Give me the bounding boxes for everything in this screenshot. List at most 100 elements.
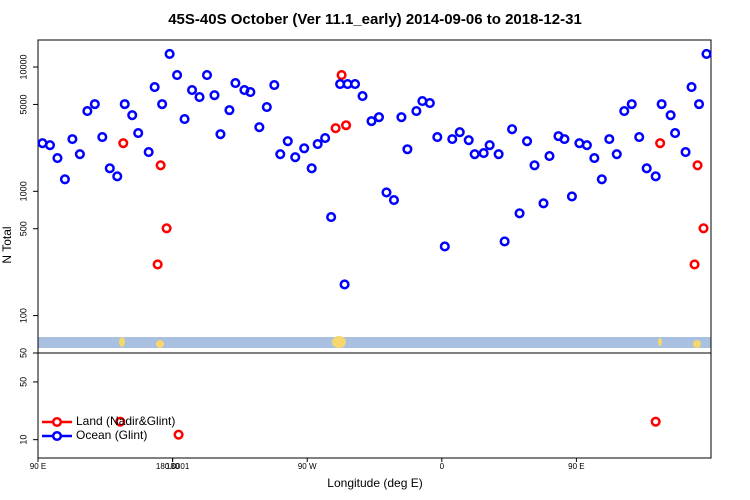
point (514, 208, 525, 219)
point (538, 198, 549, 209)
point (693, 99, 705, 110)
point (230, 78, 241, 89)
point (336, 70, 347, 81)
point (484, 140, 495, 151)
point (320, 133, 331, 144)
point (373, 112, 385, 123)
point (127, 110, 138, 121)
top-panel-frame (37, 39, 712, 354)
point (155, 160, 166, 171)
point (67, 134, 78, 145)
y-tick-label: 50 (18, 348, 28, 358)
point (366, 116, 377, 127)
point (143, 146, 154, 158)
y-axis-label: N Total (0, 226, 14, 263)
point (692, 160, 703, 171)
point (686, 82, 697, 93)
point (507, 124, 518, 135)
point (641, 163, 652, 174)
point (290, 152, 301, 163)
x-tick-label: 90 W (298, 462, 317, 471)
point (194, 92, 205, 103)
point (447, 134, 458, 145)
point (179, 114, 190, 125)
point (469, 149, 480, 160)
point (82, 106, 93, 117)
point (634, 132, 645, 143)
point (282, 136, 293, 147)
point (201, 70, 213, 81)
point (388, 195, 399, 206)
point (330, 123, 341, 134)
x-tick-label: 90 E (568, 462, 584, 471)
y-tick-label: 50 (18, 377, 28, 387)
point (44, 140, 56, 151)
point (254, 122, 265, 133)
point (701, 48, 712, 60)
point (209, 90, 220, 101)
point (478, 148, 489, 159)
land-ocean-strip (38, 336, 711, 348)
point (350, 78, 361, 90)
point (626, 99, 637, 110)
point (655, 138, 666, 149)
point (396, 112, 407, 123)
point (619, 106, 630, 117)
point (698, 223, 709, 234)
point (411, 106, 422, 117)
point (52, 153, 63, 164)
point (339, 279, 350, 290)
point (357, 91, 368, 102)
point (439, 241, 450, 252)
point (161, 223, 172, 234)
point (604, 134, 615, 145)
point (499, 236, 510, 247)
point (596, 174, 607, 185)
chart-title: 45S-40S October (Ver 11.1_early) 2014-09… (168, 11, 582, 28)
point (670, 128, 681, 139)
point (118, 138, 129, 149)
legend-label: Land (Nadir&Glint) (76, 414, 175, 428)
point (680, 146, 691, 158)
point (245, 87, 256, 98)
point (312, 139, 323, 150)
point (164, 48, 175, 60)
point (261, 102, 272, 113)
legend-marker (51, 416, 63, 428)
y-tick-label: 100 (18, 308, 28, 323)
bottom-panel-frame (37, 352, 712, 459)
point (544, 151, 555, 162)
point (432, 132, 443, 143)
point (269, 80, 280, 91)
y-tick-label: 5000 (18, 94, 28, 114)
y-tick-label: 10 (18, 435, 28, 445)
point (611, 149, 622, 160)
point (493, 149, 504, 160)
point (74, 149, 85, 160)
point (463, 135, 474, 146)
point (215, 129, 226, 140)
point (381, 187, 392, 198)
point (581, 140, 592, 151)
x-tick-label: 180.0001 (156, 462, 190, 471)
point (275, 149, 286, 160)
x-axis-label: Longitude (deg E) (327, 476, 422, 490)
legend-marker (51, 430, 63, 442)
point (424, 98, 435, 109)
point (186, 84, 198, 96)
y-tick-label: 10000 (18, 55, 28, 80)
point (119, 99, 130, 110)
point (224, 105, 235, 116)
point (341, 120, 352, 131)
point (115, 416, 126, 427)
point (521, 136, 533, 147)
point (149, 82, 160, 93)
x-tick-label: 90 E (30, 462, 46, 471)
point (689, 259, 700, 270)
x-tick-label: 180 (166, 462, 180, 471)
point (650, 171, 661, 182)
point (529, 160, 540, 171)
point (157, 99, 168, 110)
